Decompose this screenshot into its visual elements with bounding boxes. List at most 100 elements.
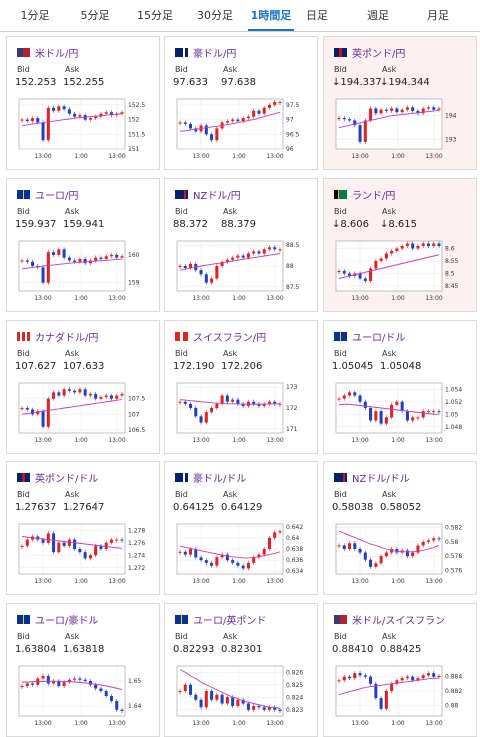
rate-card[interactable]: ランド/円 Bid Ask ↓8.606 ↓8.615 8.6 8.55 8.5 8.45 13:… xyxy=(323,178,477,312)
tab-timeframe-7[interactable]: 月足 xyxy=(427,9,449,22)
rate-card[interactable]: 米ドル/円 Bid Ask 152.253 152.255 152.5 152 151.5 15… xyxy=(6,36,160,170)
tab-timeframe-4[interactable]: 1時間足 xyxy=(248,0,294,31)
chart-x-tick-label: 13:00 xyxy=(34,295,51,302)
candle-body xyxy=(104,256,108,260)
candle-body xyxy=(194,408,198,417)
candle-body xyxy=(421,243,425,246)
rate-chart: 194 193 13:00 1:00 13:00 xyxy=(335,98,457,160)
candle-body xyxy=(88,681,92,685)
candle-body xyxy=(252,110,256,117)
candle-body xyxy=(374,411,378,421)
candle-body xyxy=(73,539,77,549)
candle-body xyxy=(78,389,82,393)
ask-label: Ask xyxy=(382,632,397,641)
tab-timeframe-5[interactable]: 日足 xyxy=(306,9,328,22)
candle-body xyxy=(432,411,436,413)
rate-card[interactable]: 豪ドル/円 Bid Ask 97.633 97.638 97.5 97 96.5 96 13:00… xyxy=(164,36,318,170)
candle-body xyxy=(337,118,341,120)
candle-body xyxy=(41,411,45,427)
eu-flag-icon xyxy=(17,190,30,199)
tab-timeframe-3[interactable]: 30分足 xyxy=(197,9,233,22)
eu-flag-icon xyxy=(334,332,347,341)
candle-body xyxy=(25,539,29,546)
bid-label: Bid xyxy=(175,632,188,641)
pair-title[interactable]: 英ポンド/ドル xyxy=(17,470,98,485)
candle-body xyxy=(204,560,208,563)
candle-body xyxy=(374,261,378,269)
candle-body xyxy=(384,417,388,424)
candle-body xyxy=(236,255,240,258)
chart-x-tick-label: 13:00 xyxy=(192,578,209,585)
pair-title[interactable]: カナダドル/円 xyxy=(17,329,98,344)
tab-timeframe-2[interactable]: 15分足 xyxy=(137,9,173,22)
candle-body xyxy=(273,101,277,105)
chart-y-tick-label: 96 xyxy=(286,146,294,153)
candle-body xyxy=(379,556,383,564)
pair-title[interactable]: 米ドル/スイスフラン xyxy=(334,612,445,627)
pair-title[interactable]: 英ポンド/円 xyxy=(334,45,405,60)
rate-card[interactable]: NZドル/ドル Bid Ask 0.58038 0.58052 0.582 0.58 0.57… xyxy=(323,461,477,595)
chart-x-tick-label: 1:00 xyxy=(391,437,405,444)
pair-title[interactable]: ユーロ/円 xyxy=(17,187,78,202)
chart-x-tick-label: 13:00 xyxy=(192,295,209,302)
candle-body xyxy=(267,247,271,250)
chart-y-tick-label: 0.826 xyxy=(286,669,303,676)
moving-average-line xyxy=(338,677,439,696)
pair-title[interactable]: ランド/円 xyxy=(334,187,395,202)
rate-card[interactable]: 豪ドル/ドル Bid Ask 0.64125 0.64129 0.642 0.64 0.638… xyxy=(164,461,318,595)
chart-y-tick-label: 88.5 xyxy=(286,242,300,249)
chart-x-tick-label: 13:00 xyxy=(34,578,51,585)
rate-card[interactable]: スイスフラン/円 Bid Ask 172.190 172.206 173 172 171 13:… xyxy=(164,320,318,454)
chart-x-tick-label: 13:00 xyxy=(108,437,125,444)
chart-x-tick-label: 13:00 xyxy=(351,153,368,160)
chart-x-tick-label: 13:00 xyxy=(425,578,442,585)
chart-y-tick-label: 87.5 xyxy=(286,284,300,291)
candle-body xyxy=(20,408,24,409)
candle-body xyxy=(210,278,214,283)
rate-card[interactable]: ユーロ/豪ドル Bid Ask 1.63804 1.63818 1.65 1.64 13:00… xyxy=(6,603,160,737)
candle-body xyxy=(395,108,399,113)
pair-name: ユーロ/英ポンド xyxy=(193,616,267,627)
chart-y-tick-label: 0.824 xyxy=(286,694,303,701)
moving-average-line xyxy=(179,111,281,132)
pair-title[interactable]: ユーロ/英ポンド xyxy=(175,612,266,627)
candle-body xyxy=(246,116,250,119)
pair-title[interactable]: 豪ドル/ドル xyxy=(175,470,246,485)
candle-body xyxy=(83,552,87,559)
chart-y-tick-label: 159 xyxy=(128,280,140,287)
candle-body xyxy=(257,554,261,558)
candle-body xyxy=(104,112,108,114)
tab-timeframe-1[interactable]: 5分足 xyxy=(80,9,110,22)
candle-body xyxy=(210,408,214,413)
rate-card[interactable]: カナダドル/円 Bid Ask 107.627 107.633 107.5 107 106.5… xyxy=(6,320,160,454)
pair-title[interactable]: スイスフラン/円 xyxy=(175,329,266,344)
candle-body xyxy=(67,539,71,546)
tab-timeframe-6[interactable]: 週足 xyxy=(367,9,389,22)
candle-body xyxy=(252,706,256,710)
candle-body xyxy=(215,694,219,700)
pair-title[interactable]: NZドル/円 xyxy=(175,187,241,202)
candle-body xyxy=(120,256,124,258)
rate-card[interactable]: ユーロ/円 Bid Ask 159.937 159.941 160 159 13:00 1:00… xyxy=(6,178,160,312)
rate-card[interactable]: 米ドル/スイスフラン Bid Ask 0.88410 0.88425 0.884 0.882… xyxy=(323,603,477,737)
pair-title[interactable]: NZドル/ドル xyxy=(334,470,410,485)
pair-title[interactable]: 米ドル/円 xyxy=(17,45,78,60)
rate-card[interactable]: 英ポンド/ドル Bid Ask 1.27637 1.27647 1.278 1.276 1.2… xyxy=(6,461,160,595)
candle-body xyxy=(432,538,436,541)
pair-title[interactable]: ユーロ/豪ドル xyxy=(17,612,98,627)
candle-body xyxy=(337,545,341,547)
candle-body xyxy=(20,260,24,262)
chart-y-tick-label: 96.5 xyxy=(286,131,300,138)
rate-card[interactable]: ユーロ/英ポンド Bid Ask 0.82293 0.82301 0.826 0.825 0.… xyxy=(164,603,318,737)
candle-body xyxy=(88,555,92,559)
chart-plot-area xyxy=(18,240,126,292)
pair-title[interactable]: 豪ドル/円 xyxy=(175,45,236,60)
tab-timeframe-0[interactable]: 1分足 xyxy=(20,9,50,22)
candle-body xyxy=(94,684,98,689)
pair-title[interactable]: ユーロ/ドル xyxy=(334,329,405,344)
rate-card[interactable]: ユーロ/ドル Bid Ask 1.05045 1.05048 1.054 1.052 1.05… xyxy=(323,320,477,454)
rate-card[interactable]: NZドル/円 Bid Ask 88.372 88.379 88.5 88 87.5 13:00 1… xyxy=(164,178,318,312)
rate-card[interactable]: 英ポンド/円 Bid Ask ↓194.337 ↓194.344 194 193 13:00 1… xyxy=(323,36,477,170)
bid-label: Bid xyxy=(17,490,30,499)
chart-y-tick-label: 88 xyxy=(286,263,294,270)
